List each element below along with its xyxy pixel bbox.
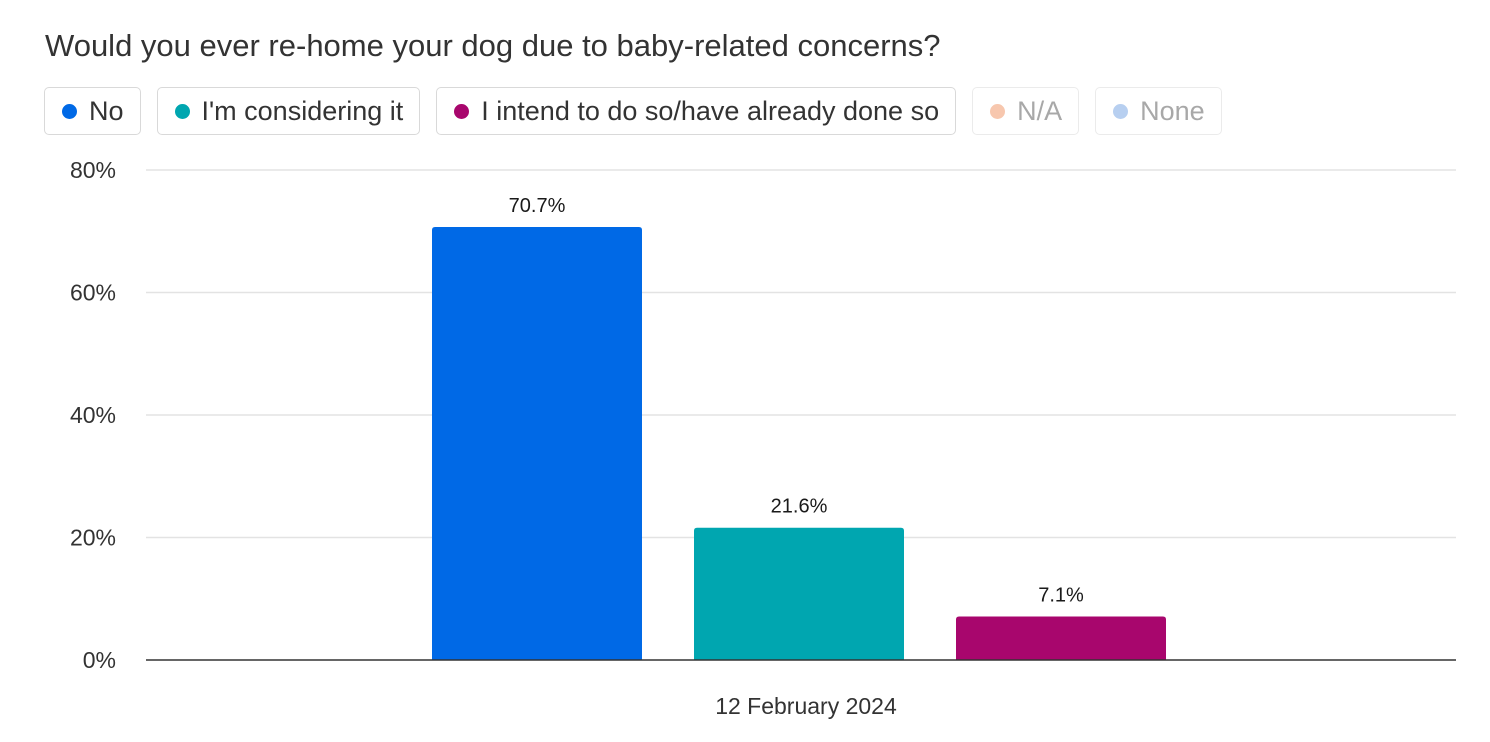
legend-label: No [89, 95, 124, 126]
y-tick-label: 60% [70, 280, 116, 306]
bar-1[interactable] [432, 226, 642, 660]
legend-item-na[interactable]: N/A [972, 87, 1080, 135]
legend-item-no[interactable]: No [44, 87, 141, 135]
legend-dot-icon [62, 103, 77, 119]
legend-label: I intend to do so/have already done so [481, 95, 940, 126]
bar-value-label: 7.1% [1038, 585, 1084, 607]
y-tick-label: 40% [70, 402, 116, 428]
x-tick-label: 12 February 2024 [715, 693, 897, 719]
chart-legend: No I'm considering it I intend to do so/… [44, 87, 1222, 135]
legend-label: None [1140, 95, 1205, 126]
bar-value-label: 21.6% [771, 496, 828, 518]
chart-title: Would you ever re-home your dog due to b… [45, 28, 941, 63]
legend-dot-icon [1113, 103, 1129, 119]
y-tick-label: 80% [70, 157, 116, 183]
y-tick-label: 20% [70, 525, 116, 551]
legend-label: I'm considering it [201, 95, 404, 126]
bar-value-label: 70.7% [509, 195, 566, 217]
legend-item-intend[interactable]: I intend to do so/have already done so [436, 87, 957, 135]
legend-dot-icon [454, 103, 470, 119]
bar-3[interactable] [956, 616, 1166, 660]
legend-item-none[interactable]: None [1095, 87, 1222, 135]
legend-label: N/A [1017, 95, 1063, 126]
legend-dot-icon [990, 103, 1006, 119]
legend-item-considering[interactable]: I'm considering it [156, 87, 421, 135]
y-tick-label: 0% [83, 647, 116, 673]
bar-2[interactable] [694, 527, 904, 660]
legend-dot-icon [174, 103, 190, 119]
